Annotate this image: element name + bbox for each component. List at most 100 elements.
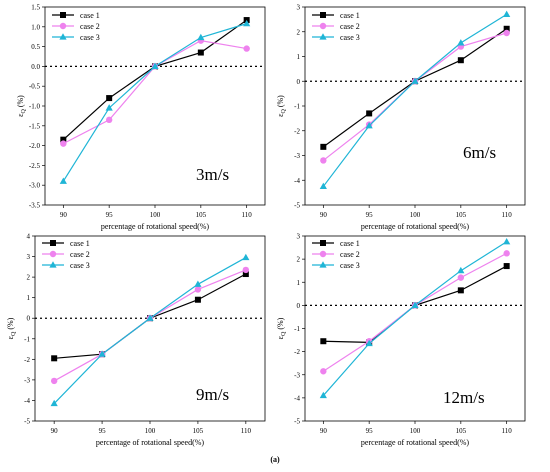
legend-label: case 2 [80,22,100,31]
y-tick-label: -3 [294,371,300,379]
x-axis-label: percentage of rotational speed(%) [361,222,470,231]
data-point-case-1 [51,355,58,362]
data-point-case-2 [503,29,510,37]
legend-marker [49,250,57,258]
series-line-case-3 [62,23,247,182]
y-tick-label: -2 [294,127,300,135]
y-tick-label: -5 [24,418,30,426]
data-point-case-3 [503,10,511,18]
data-point-case-3 [105,104,113,111]
y-tick-label: 2 [297,28,301,36]
y-tick-label: -2.0 [29,142,41,150]
data-point-case-3 [242,253,250,261]
legend-label: case 1 [70,239,90,248]
data-point-case-1 [320,338,327,345]
y-tick-label: 1 [27,294,31,302]
data-point-case-1 [366,110,373,117]
y-tick-label: 3 [297,4,301,12]
y-tick-label: 0 [297,78,301,86]
legend-label: case 3 [80,33,100,42]
y-tick-label: -3 [294,152,300,160]
legend-label: case 2 [340,250,360,259]
legend-marker [319,33,327,40]
x-tick-label: 95 [366,211,374,219]
legend-marker [59,22,67,30]
x-tick-label: 110 [502,427,513,435]
data-point-case-3 [59,177,67,184]
plot-frame [44,6,266,206]
legend-marker [319,261,327,268]
data-point-case-2 [320,157,327,164]
data-point-case-2 [243,45,250,52]
figure-caption: (a) [270,455,280,464]
data-point-case-1 [194,296,201,303]
data-point-case-3 [194,280,202,287]
chart-panel-3: 4 3 2 1 0 -1 -2 -3 -4 -5 90 95 100 105 110 percentage o… [6,233,266,447]
x-axis-label: percentage of rotational speed(%) [96,438,205,447]
y-tick-label: 3 [297,233,301,241]
legend-marker [320,240,326,246]
y-tick-label: 1 [297,53,301,61]
x-tick-label: 110 [241,427,252,435]
y-tick-label: 1.5 [31,4,40,12]
x-tick-label: 110 [502,211,513,219]
data-point-case-1 [457,287,464,294]
data-point-case-3 [365,122,373,129]
y-tick-label: 4 [27,233,31,241]
y-axis-label: εQ (%) [16,95,27,117]
y-tick-label: -3.5 [29,202,41,210]
data-point-case-3 [411,301,419,308]
speed-annotation: 6m/s [463,143,496,162]
y-tick-label: -2 [24,356,30,364]
y-tick-label: 1 [297,279,301,287]
data-point-case-2 [105,116,113,124]
x-tick-label: 90 [51,427,59,435]
data-point-case-1 [242,271,249,278]
y-tick-label: -5 [294,418,300,426]
speed-annotation: 3m/s [196,165,229,184]
chart-panel-4: 3 2 1 0 -1 -2 -3 -4 -5 90 95 100 105 110 percentage of… [276,233,526,447]
y-tick-label: -4 [294,177,300,185]
data-point-case-3 [197,33,205,41]
data-point-case-3 [98,350,106,357]
x-tick-label: 90 [320,211,328,219]
y-axis-label: εQ (%) [6,317,17,339]
speed-annotation: 12m/s [443,388,485,407]
y-tick-label: 2 [297,256,301,264]
plot-frame [304,235,526,422]
x-tick-label: 100 [410,427,421,435]
data-point-case-3 [151,62,159,69]
y-tick-label: 0.0 [31,63,40,71]
data-point-case-3 [319,391,327,399]
y-tick-label: -1 [294,103,300,111]
legend-label: case 3 [340,33,360,42]
data-point-case-3 [146,314,154,321]
legend-label: case 2 [70,250,90,259]
y-axis-label: εQ (%) [276,317,287,339]
data-point-case-1 [503,25,510,32]
data-point-case-1 [320,143,327,150]
y-tick-label: -5 [294,202,300,210]
y-tick-label: -2.5 [29,162,41,170]
legend-marker [319,250,327,258]
chart-panel-2: 3 2 1 0 -1 -2 -3 -4 -5 90 95 100 105 110 percentage of… [276,4,526,231]
x-tick-label: 105 [456,211,467,219]
x-tick-label: 105 [456,427,467,435]
data-point-case-3 [503,237,511,245]
y-axis-label: εQ (%) [276,95,287,117]
series-line-case-2 [322,32,507,161]
series-line-case-1 [322,28,508,148]
y-tick-label: -3.0 [29,182,41,190]
chart-panel-1: 1.5 1.0 0.5 0.0 -0.5 -1.0 -1.5 -2.0 -2.5 -3.0 -3.5… [16,4,266,231]
data-point-case-2 [194,286,202,293]
x-tick-label: 105 [196,211,207,219]
data-point-case-2 [50,377,58,385]
x-tick-label: 90 [320,427,328,435]
plot-frame [304,6,526,206]
x-tick-label: 90 [60,211,68,219]
x-tick-label: 95 [366,427,374,435]
data-point-case-3 [457,39,465,46]
y-tick-label: -4 [24,397,30,405]
legend-marker [50,240,56,246]
